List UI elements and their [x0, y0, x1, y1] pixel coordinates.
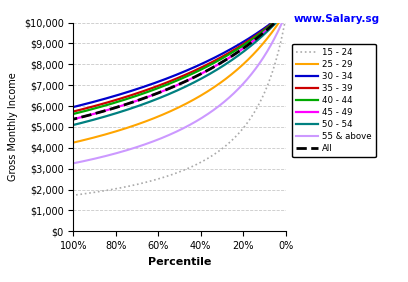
55 & above: [76, 160, 81, 164]
45 - 49: [156, 91, 161, 94]
All: [168, 86, 173, 90]
30 - 34: [168, 76, 173, 79]
Line: 50 - 54: 50 - 54: [73, 13, 284, 125]
55 & above: [156, 138, 161, 141]
50 - 54: [156, 96, 161, 100]
40 - 44: [71, 112, 76, 116]
30 - 34: [181, 70, 186, 74]
40 - 44: [282, 12, 287, 15]
Line: 40 - 44: 40 - 44: [73, 13, 284, 114]
25 - 29: [282, 12, 287, 16]
45 - 49: [181, 81, 186, 84]
30 - 34: [71, 105, 76, 109]
55 & above: [182, 126, 187, 129]
All: [156, 91, 161, 94]
Line: 55 & above: 55 & above: [73, 17, 284, 163]
40 - 44: [156, 86, 161, 89]
30 - 34: [109, 95, 114, 99]
Line: 30 - 34: 30 - 34: [73, 13, 284, 107]
45 - 49: [168, 86, 173, 90]
50 - 54: [71, 123, 76, 127]
25 - 29: [109, 131, 114, 134]
All: [109, 107, 114, 111]
50 - 54: [76, 122, 81, 125]
All: [182, 80, 187, 84]
15 - 24: [282, 22, 287, 26]
35 - 39: [109, 100, 114, 103]
35 - 39: [168, 80, 173, 83]
15 - 24: [156, 177, 161, 180]
40 - 44: [182, 76, 187, 79]
30 - 34: [156, 80, 161, 83]
50 - 54: [282, 12, 287, 15]
35 - 39: [156, 84, 161, 87]
45 - 49: [71, 117, 76, 121]
All: [181, 81, 186, 84]
40 - 44: [168, 81, 173, 85]
15 - 24: [182, 168, 187, 172]
30 - 34: [182, 70, 187, 73]
35 - 39: [181, 74, 186, 78]
Legend: 15 - 24, 25 - 29, 30 - 34, 35 - 39, 40 - 44, 45 - 49, 50 - 54, 55 & above, All: 15 - 24, 25 - 29, 30 - 34, 35 - 39, 40 -…: [292, 43, 376, 157]
35 - 39: [76, 109, 81, 112]
40 - 44: [109, 102, 114, 105]
55 & above: [71, 162, 76, 165]
55 & above: [109, 153, 114, 156]
35 - 39: [71, 110, 76, 113]
25 - 29: [182, 103, 187, 106]
35 - 39: [182, 74, 187, 77]
25 - 29: [71, 141, 76, 144]
Line: 35 - 39: 35 - 39: [73, 13, 284, 111]
25 - 29: [168, 110, 173, 113]
15 - 24: [76, 193, 81, 196]
15 - 24: [181, 169, 186, 172]
55 & above: [181, 127, 186, 130]
Line: All: All: [73, 13, 284, 119]
Line: 45 - 49: 45 - 49: [73, 13, 284, 119]
15 - 24: [71, 193, 76, 197]
45 - 49: [182, 80, 187, 84]
25 - 29: [156, 114, 161, 118]
45 - 49: [282, 12, 287, 15]
45 - 49: [76, 116, 81, 120]
50 - 54: [181, 86, 186, 89]
50 - 54: [182, 85, 187, 89]
X-axis label: Percentile: Percentile: [148, 257, 211, 266]
50 - 54: [168, 92, 173, 95]
Line: 25 - 29: 25 - 29: [73, 14, 284, 142]
15 - 24: [168, 173, 173, 177]
25 - 29: [76, 140, 81, 143]
55 & above: [168, 133, 173, 136]
40 - 44: [181, 76, 186, 80]
25 - 29: [181, 103, 186, 107]
45 - 49: [109, 107, 114, 111]
Line: 15 - 24: 15 - 24: [73, 24, 284, 195]
55 & above: [282, 15, 287, 19]
30 - 34: [282, 11, 287, 15]
35 - 39: [282, 11, 287, 15]
50 - 54: [109, 113, 114, 116]
Text: www.Salary.sg: www.Salary.sg: [294, 14, 380, 24]
Y-axis label: Gross Monthly Income: Gross Monthly Income: [8, 72, 18, 181]
All: [71, 117, 76, 121]
30 - 34: [76, 104, 81, 107]
All: [282, 12, 287, 15]
15 - 24: [109, 188, 114, 191]
All: [76, 116, 81, 120]
40 - 44: [76, 111, 81, 114]
